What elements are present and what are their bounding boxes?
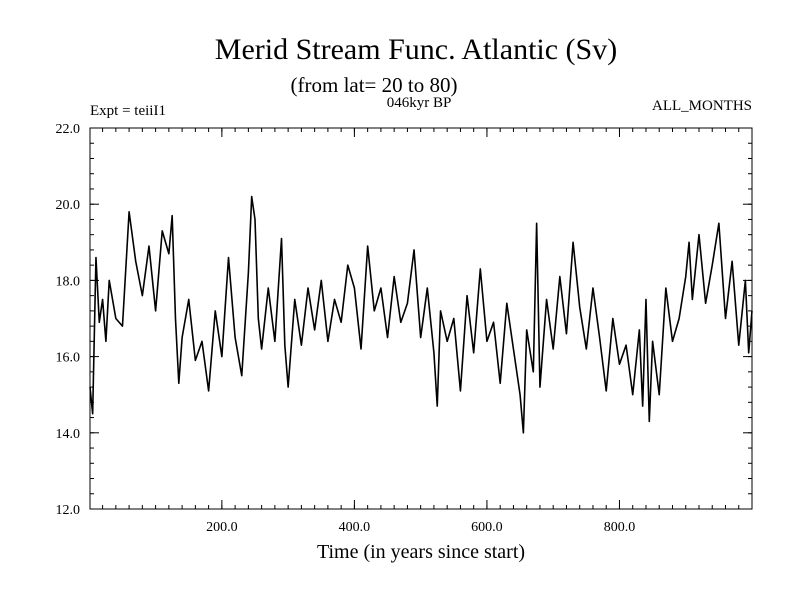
plot-frame [89,127,753,510]
period-label: 046kyr BP [387,95,452,111]
y-tick-label: 20.0 [56,198,81,213]
months-label: ALL_MONTHS [652,98,752,114]
chart-title: Merid Stream Func. Atlantic (Sv) [215,33,617,66]
series-line [89,195,753,434]
y-tick-label: 16.0 [56,351,81,366]
experiment-label: Expt = teiiI1 [90,103,166,119]
x-tick-label: 800.0 [604,520,636,535]
x-tick-label: 200.0 [206,520,238,535]
y-tick-label: 18.0 [56,274,81,289]
chart-subtitle: (from lat= 20 to 80) [291,73,458,97]
x-axis-label: Time (in years since start) [317,541,525,563]
x-tick-label: 400.0 [339,520,371,535]
y-tick-label: 12.0 [56,503,81,518]
y-tick-label: 14.0 [56,427,81,442]
x-tick-label: 600.0 [471,520,503,535]
y-tick-label: 22.0 [56,122,81,137]
plot-area: 200.0 400.0 600.0 800.0 12.0 14.0 16.0 18.0 20.0… [56,122,753,535]
